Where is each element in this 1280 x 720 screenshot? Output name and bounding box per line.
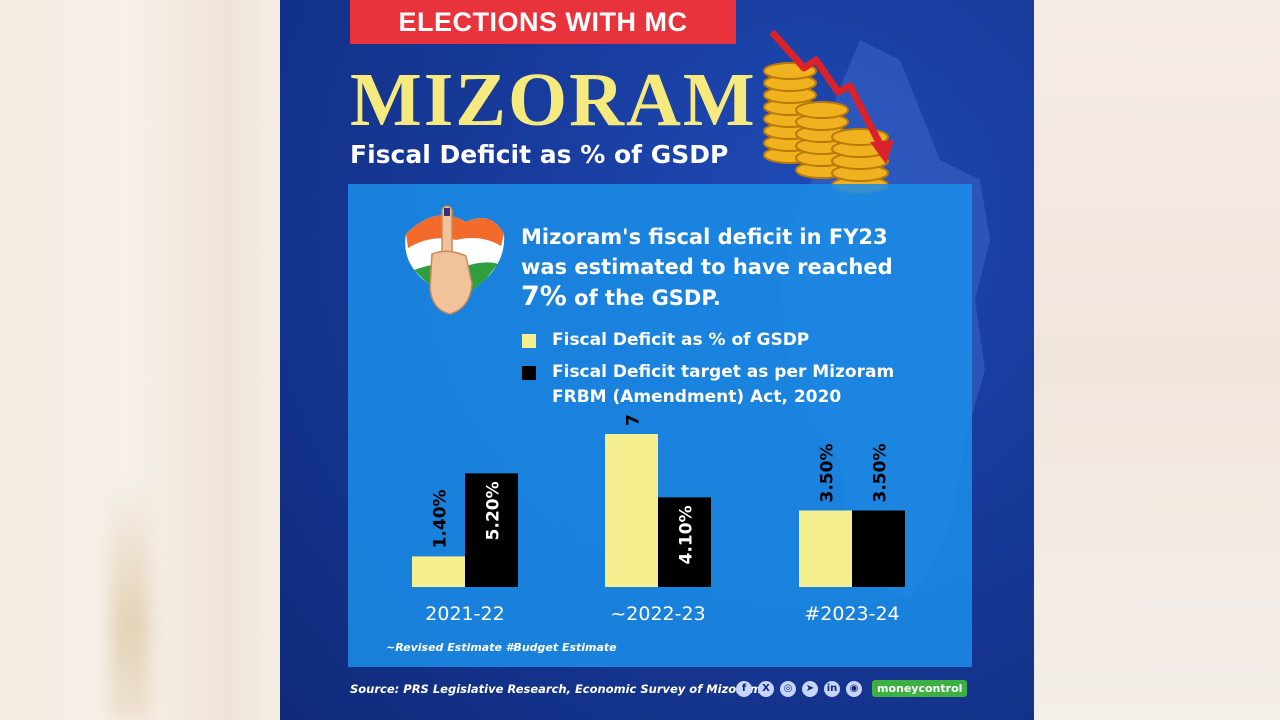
background-streak	[110, 480, 150, 720]
poster: ELECTIONS WITH MC MIZORAM Fiscal Deficit…	[280, 0, 1034, 720]
bar-target-0	[465, 473, 518, 587]
legend-swatch-actual	[522, 334, 536, 348]
social-links: f X ◎ ➤ in ◉ moneycontrol	[736, 680, 968, 697]
legend-swatch-target	[522, 366, 536, 380]
falling-coins-icon	[763, 30, 894, 194]
category-label-2: #2023-24	[804, 603, 899, 625]
poster-subtitle: Fiscal Deficit as % of GSDP	[350, 140, 729, 169]
poster-title: MIZORAM	[350, 58, 757, 142]
bar-target-2	[852, 510, 905, 587]
linkedin-icon[interactable]: in	[824, 680, 840, 697]
series-tag: ELECTIONS WITH MC	[350, 0, 736, 44]
bar-actual-0	[412, 556, 465, 587]
moneycontrol-logo[interactable]: moneycontrol	[872, 680, 968, 697]
bar-chart: 1.40% 5.20% 2021-22 7.00% 4.10% ~2022-23 3.50%…	[386, 414, 905, 654]
data-label-actual-0: 1.40%	[431, 489, 451, 548]
data-label-target-0: 5.20%	[484, 481, 504, 540]
bar-actual-2	[799, 510, 852, 587]
x-icon[interactable]: X	[758, 680, 774, 697]
estimate-footnote: ~Revised Estimate #Budget Estimate	[386, 641, 617, 654]
bar-target-1	[658, 497, 711, 587]
background-right	[1034, 0, 1280, 720]
data-label-target-2: 3.50%	[871, 444, 891, 503]
headline: Mizoram's fiscal deficit in FY23 was est…	[521, 222, 961, 313]
instagram-icon[interactable]: ◎	[780, 680, 796, 697]
headline-line-3-rest: of the GSDP.	[566, 286, 721, 310]
headline-line-1: Mizoram's fiscal deficit in FY23	[521, 225, 888, 249]
headline-highlight: 7%	[521, 281, 567, 312]
source-note: Source: PRS Legislative Research, Econom…	[350, 682, 762, 696]
data-label-target-1: 4.10%	[677, 505, 697, 564]
data-label-actual-2: 3.50%	[818, 444, 838, 503]
category-label-0: 2021-22	[425, 603, 504, 625]
legend-label-actual: Fiscal Deficit as % of GSDP	[552, 330, 810, 350]
headline-line-3: 7% of the GSDP.	[521, 282, 961, 313]
headline-line-2: was estimated to have reached	[521, 255, 893, 279]
chart-panel: Mizoram's fiscal deficit in FY23 was est…	[348, 184, 972, 667]
voting-hand-icon	[405, 205, 505, 315]
bar-actual-1	[605, 434, 658, 587]
legend-label-target: Fiscal Deficit target as per Mizoram FRB…	[552, 362, 895, 407]
facebook-icon[interactable]: f	[736, 680, 752, 697]
data-label-actual-1: 7.00%	[624, 414, 644, 426]
telegram-icon[interactable]: ➤	[802, 680, 818, 697]
category-label-1: ~2022-23	[610, 603, 705, 625]
whatsapp-icon[interactable]: ◉	[846, 680, 862, 697]
